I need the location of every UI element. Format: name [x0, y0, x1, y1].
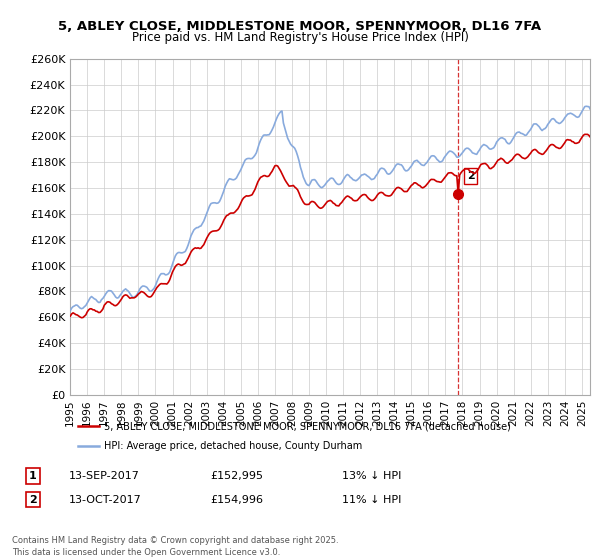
Text: 13-SEP-2017: 13-SEP-2017: [69, 471, 140, 481]
Text: 11% ↓ HPI: 11% ↓ HPI: [342, 494, 401, 505]
Text: 13-OCT-2017: 13-OCT-2017: [69, 494, 142, 505]
Text: 13% ↓ HPI: 13% ↓ HPI: [342, 471, 401, 481]
Text: HPI: Average price, detached house, County Durham: HPI: Average price, detached house, Coun…: [104, 441, 362, 451]
Text: 5, ABLEY CLOSE, MIDDLESTONE MOOR, SPENNYMOOR, DL16 7FA: 5, ABLEY CLOSE, MIDDLESTONE MOOR, SPENNY…: [58, 20, 542, 32]
Text: Contains HM Land Registry data © Crown copyright and database right 2025.
This d: Contains HM Land Registry data © Crown c…: [12, 536, 338, 557]
Text: £152,995: £152,995: [210, 471, 263, 481]
Text: £154,996: £154,996: [210, 494, 263, 505]
Text: 5, ABLEY CLOSE, MIDDLESTONE MOOR, SPENNYMOOR, DL16 7FA (detached house): 5, ABLEY CLOSE, MIDDLESTONE MOOR, SPENNY…: [104, 421, 511, 431]
Text: 1: 1: [29, 471, 37, 481]
Text: 2: 2: [29, 494, 37, 505]
Text: Price paid vs. HM Land Registry's House Price Index (HPI): Price paid vs. HM Land Registry's House …: [131, 31, 469, 44]
Text: 2: 2: [467, 171, 475, 181]
